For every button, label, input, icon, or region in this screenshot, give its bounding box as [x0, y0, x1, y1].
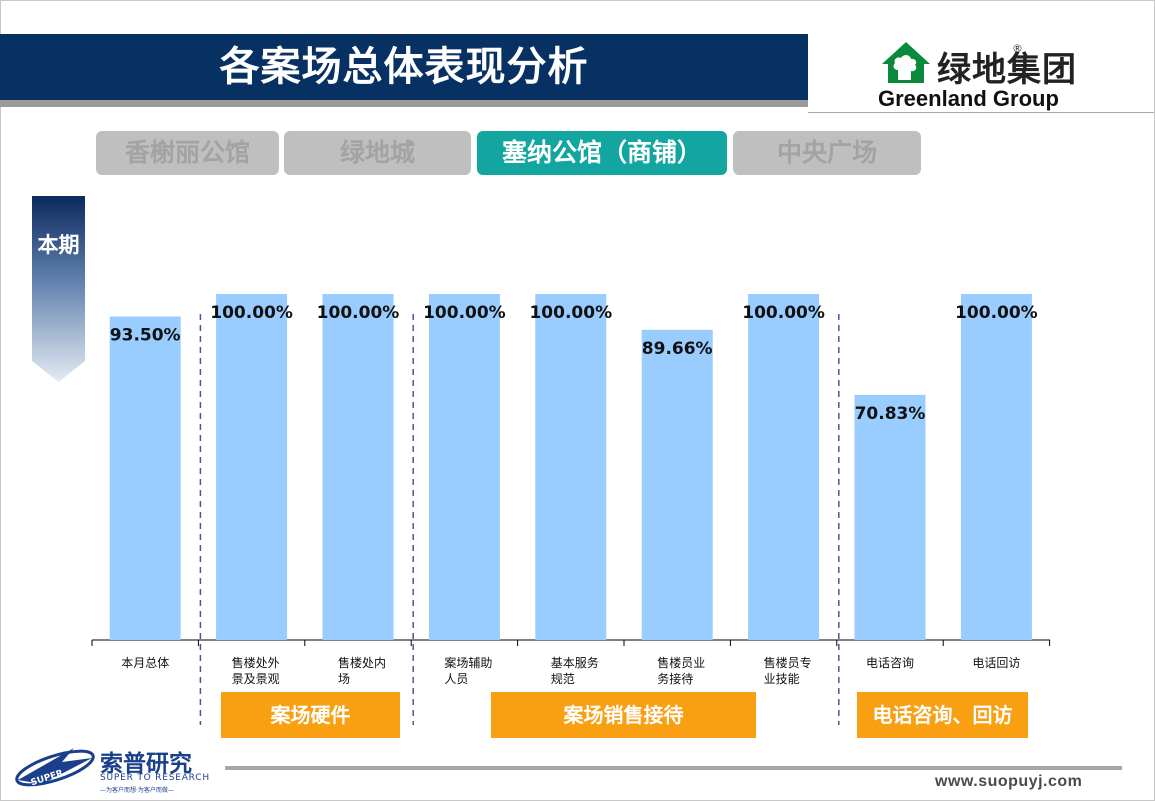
category-label: 售楼处内	[338, 655, 386, 670]
footer-divider	[225, 766, 1122, 770]
bar-value-label: 89.66%	[642, 339, 713, 359]
category-label: 人员	[444, 672, 468, 686]
bar	[641, 329, 713, 640]
tab-lvdicheng[interactable]: 绿地城	[284, 131, 471, 175]
bar-value-label: 100.00%	[742, 303, 825, 323]
bar	[535, 294, 607, 640]
bar	[322, 294, 394, 640]
category-label: 本月总体	[121, 656, 169, 670]
page-title: 各案场总体表现分析	[219, 44, 589, 90]
greenland-logo-en: Greenland Group	[878, 86, 1059, 111]
category-label: 电话咨询	[866, 655, 914, 670]
category-label: 案场辅助	[444, 655, 492, 670]
category-label: 务接待	[657, 671, 693, 686]
group-sales-reception: 案场销售接待	[491, 692, 756, 738]
bar	[109, 316, 181, 640]
footer-url[interactable]: www.suopuyj.com	[935, 773, 1083, 790]
bar-value-label: 100.00%	[210, 303, 293, 323]
tab-saina-shops[interactable]: 塞纳公馆（商铺）	[477, 131, 727, 175]
tab-xiangxieli[interactable]: 香榭丽公馆	[96, 131, 279, 175]
bar-value-label: 100.00%	[317, 303, 400, 323]
group-phone: 电话咨询、回访	[857, 692, 1028, 738]
title-bar	[0, 34, 808, 100]
header-divider	[808, 112, 1154, 113]
group-hardware: 案场硬件	[221, 692, 400, 738]
bar	[216, 294, 288, 640]
bar-value-label: 70.83%	[855, 404, 926, 424]
title-underline	[0, 100, 808, 107]
suopu-brand-en: SUPER TO RESEARCH	[100, 773, 210, 783]
category-label: 基本服务	[551, 655, 599, 670]
category-label: 售楼处外	[232, 655, 280, 670]
suopu-brand-slogan: —为客户而想·为客户而做—	[100, 787, 174, 794]
category-label: 规范	[551, 671, 575, 686]
bar-value-label: 100.00%	[529, 303, 612, 323]
bar-value-label: 100.00%	[955, 303, 1038, 323]
bar	[428, 294, 500, 640]
bar-value-label: 93.50%	[110, 325, 181, 345]
suopu-logo-icon: SUPER	[15, 748, 95, 788]
bar	[748, 294, 820, 640]
category-label: 电话回访	[972, 656, 1020, 670]
greenland-logo-cn: 绿地集团	[937, 50, 1077, 90]
registered-mark: ®	[1012, 42, 1023, 55]
tab-zhongyang[interactable]: 中央广场	[733, 131, 921, 175]
category-label: 售楼员业	[657, 655, 705, 670]
category-label: 场	[338, 672, 350, 686]
category-label: 景及景观	[232, 672, 280, 686]
period-label: 本期	[37, 233, 80, 257]
period-arrow-icon	[32, 196, 85, 382]
greenland-logo-icon	[880, 40, 932, 84]
category-label: 售楼员专	[764, 655, 812, 670]
suopu-brand-cn: 索普研究	[100, 751, 192, 777]
category-label: 业技能	[764, 672, 800, 686]
bar	[960, 294, 1032, 640]
bar	[854, 394, 926, 640]
bar-value-label: 100.00%	[423, 303, 506, 323]
